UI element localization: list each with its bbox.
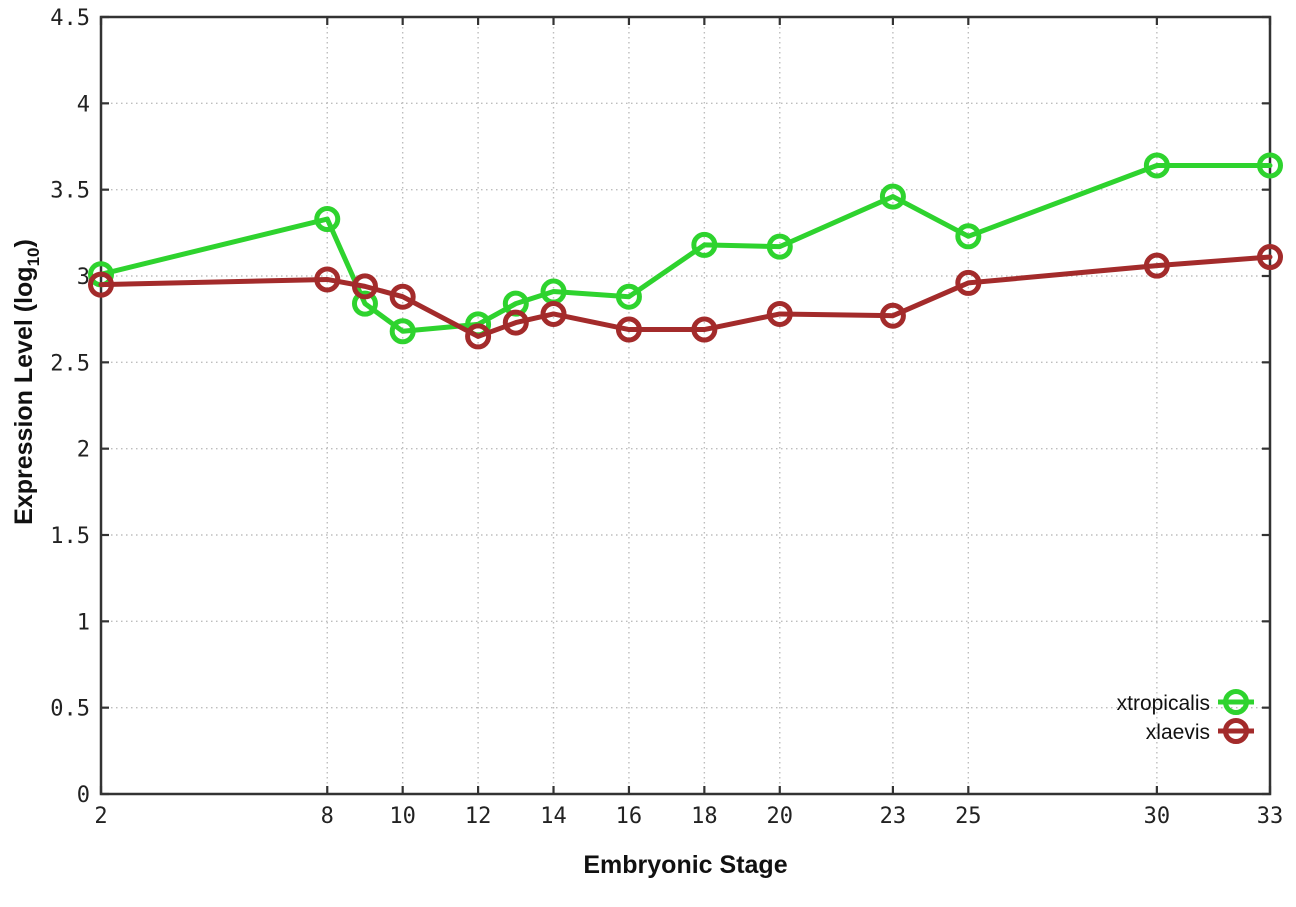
marker-xtropicalis-stage-10	[389, 318, 416, 345]
y-tick-label-3: 3	[77, 265, 90, 290]
marker-xlaevis-stage-13	[502, 309, 529, 336]
y-axis-title-close: )	[10, 239, 38, 248]
y-tick-label-0: 0	[77, 783, 90, 808]
x-tick-label-25: 25	[955, 804, 982, 829]
x-tick-label-12: 12	[465, 804, 492, 829]
legend-label-xlaevis: xlaevis	[1146, 721, 1210, 744]
legend-sample-marker-xlaevis	[1223, 718, 1249, 744]
marker-xtropicalis-stage-16	[615, 283, 642, 310]
legend-label-xtropicalis: xtropicalis	[1117, 692, 1210, 715]
marker-xtropicalis-stage-20	[766, 233, 793, 260]
marker-xlaevis-stage-9	[351, 273, 378, 300]
x-tick-label-2: 2	[94, 804, 107, 829]
x-tick-label-30: 30	[1144, 804, 1171, 829]
marker-xtropicalis-stage-25	[955, 223, 982, 250]
x-tick-label-14: 14	[540, 804, 567, 829]
marker-xlaevis-stage-12	[465, 323, 492, 350]
y-tick-label-4: 4	[77, 92, 90, 117]
marker-xtropicalis-stage-33	[1257, 152, 1283, 179]
y-tick-label-1: 1	[77, 610, 90, 635]
x-tick-label-16: 16	[616, 804, 643, 829]
y-axis-title-subscript: 10	[24, 247, 43, 267]
marker-xlaevis-stage-10	[389, 283, 416, 310]
marker-xlaevis-stage-20	[766, 300, 793, 327]
x-tick-label-33: 33	[1257, 804, 1284, 829]
series-line-xlaevis	[98, 254, 1273, 339]
marker-xlaevis-stage-23	[879, 302, 906, 329]
y-tick-label-1.5: 1.5	[50, 524, 90, 549]
x-tick-label-20: 20	[767, 804, 794, 829]
x-tick-label-8: 8	[321, 804, 334, 829]
y-tick-label-2.5: 2.5	[50, 351, 90, 376]
marker-xlaevis-stage-8	[314, 266, 341, 293]
marker-xtropicalis-stage-9	[351, 290, 378, 317]
marker-xlaevis-stage-33	[1257, 244, 1283, 271]
y-tick-label-3.5: 3.5	[50, 179, 90, 204]
x-axis-title: Embryonic Stage	[583, 851, 788, 879]
marker-xlaevis-stage-2	[88, 271, 114, 298]
marker-xlaevis-stage-14	[540, 300, 567, 327]
marker-xtropicalis-stage-18	[691, 231, 718, 258]
x-tick-label-18: 18	[691, 804, 718, 829]
y-tick-label-0.5: 0.5	[50, 697, 90, 722]
series-line-xtropicalis	[98, 162, 1273, 334]
x-tick-label-10: 10	[389, 804, 416, 829]
y-tick-label-2: 2	[77, 438, 90, 463]
marker-xtropicalis-stage-23	[879, 183, 906, 210]
plot-border	[99, 15, 1272, 796]
x-tick-label-23: 23	[880, 804, 907, 829]
marker-xtropicalis-stage-8	[314, 206, 341, 233]
legend-sample-marker-xtropicalis	[1223, 689, 1249, 715]
marker-xlaevis-stage-25	[955, 269, 982, 296]
marker-xlaevis-stage-18	[691, 316, 718, 343]
y-tick-label-4.5: 4.5	[50, 6, 90, 31]
marker-xtropicalis-stage-30	[1143, 152, 1170, 179]
marker-xlaevis-stage-16	[615, 316, 642, 343]
y-axis-title-text: Expression Level (log	[10, 266, 38, 525]
y-axis-title: Expression Level (log10)	[10, 239, 44, 525]
marker-xlaevis-stage-30	[1143, 252, 1170, 279]
